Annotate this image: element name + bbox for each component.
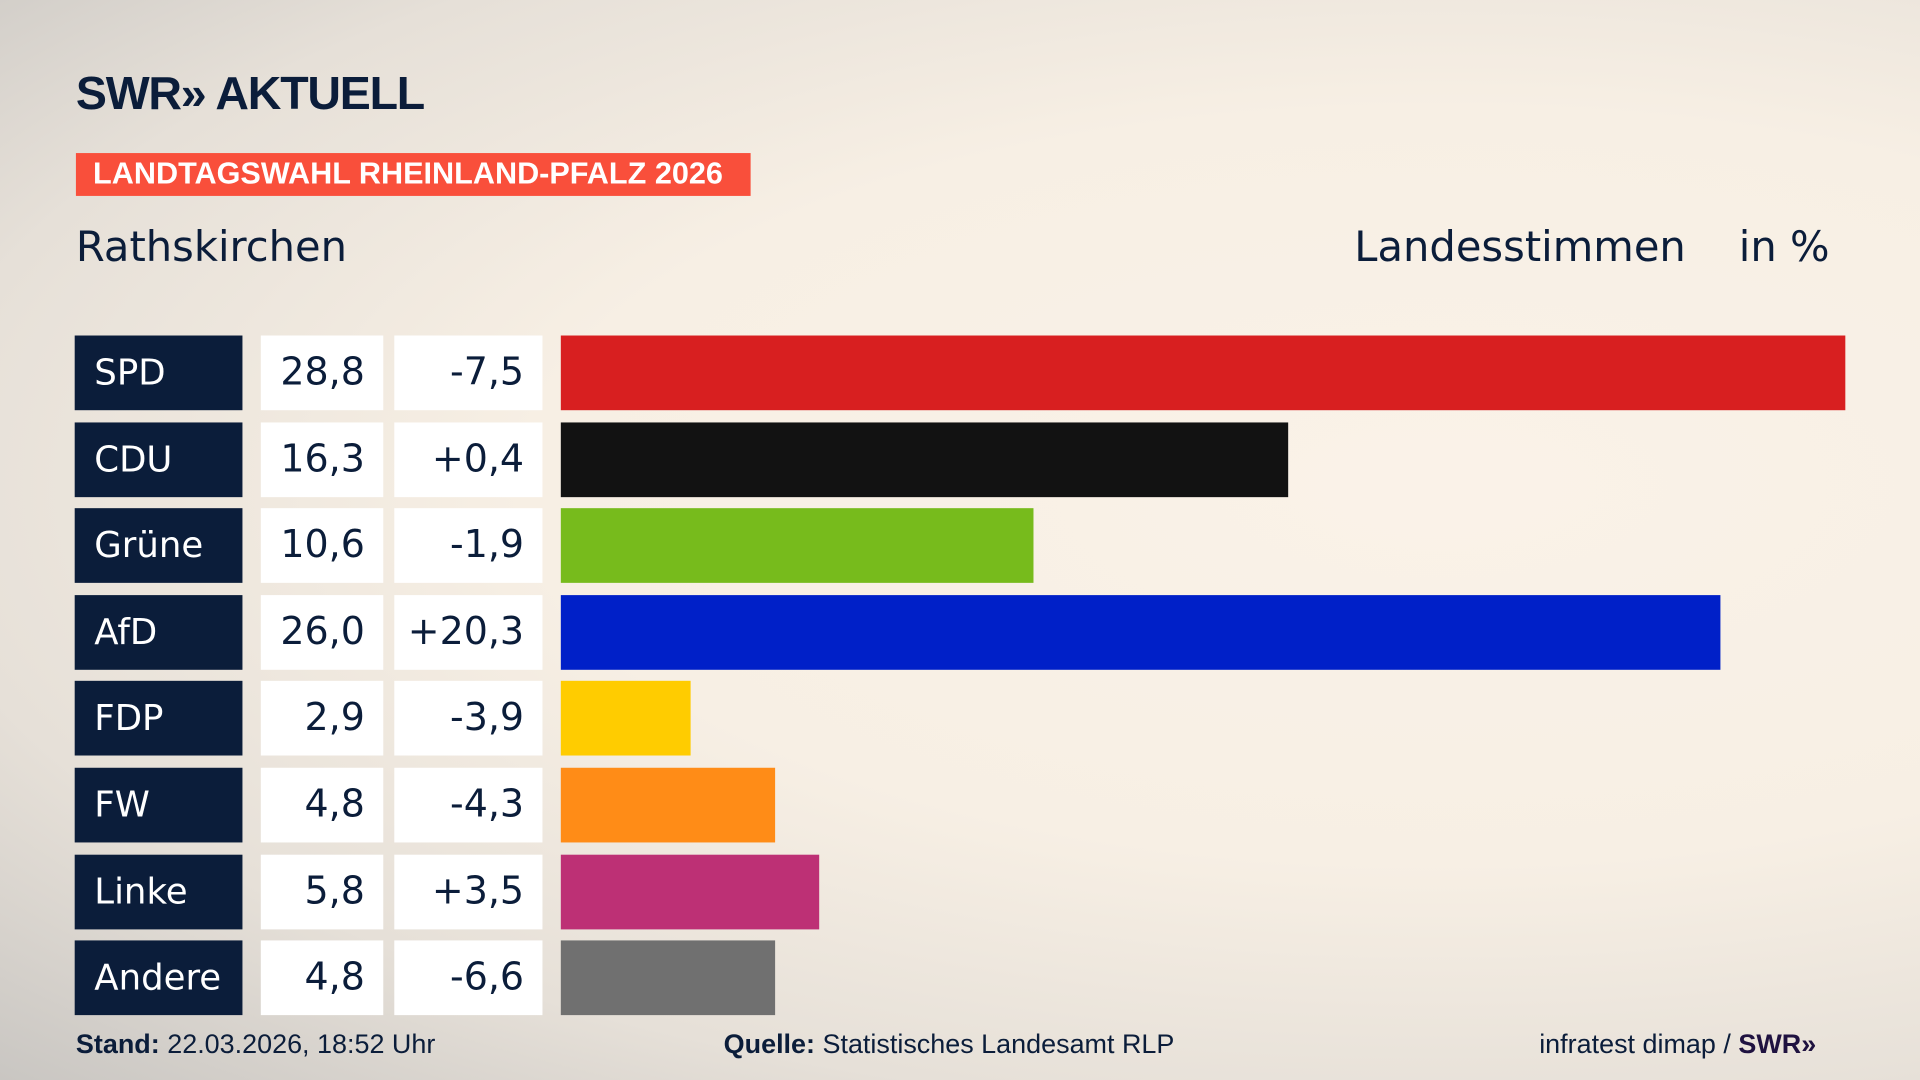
party-label: AfD xyxy=(74,594,243,670)
value-label: 4,8 xyxy=(260,767,384,843)
diff-label: -6,6 xyxy=(394,940,543,1016)
diff-label: -4,3 xyxy=(394,767,543,843)
bar-row: Grüne 10,6 -1,9 xyxy=(0,508,1920,584)
bar-row: Andere 4,8 -6,6 xyxy=(0,940,1920,1016)
quelle: Quelle: Statistisches Landesamt RLP xyxy=(724,1029,1175,1061)
party-label: FW xyxy=(74,767,243,843)
value-label: 26,0 xyxy=(260,594,384,670)
party-label: FDP xyxy=(74,681,243,756)
election-badge: LANDTAGSWAHL RHEINLAND-PFALZ 2026 xyxy=(75,153,751,196)
swr-logo: SWR» xyxy=(1738,1028,1817,1060)
swr-aktuell-logo: SWR» AKTUELL xyxy=(75,68,425,121)
value-label: 5,8 xyxy=(260,854,384,929)
party-label: SPD xyxy=(74,335,243,411)
bar xyxy=(560,940,775,1016)
credit-text: infratest dimap / xyxy=(1539,1028,1739,1060)
diff-label: +3,5 xyxy=(394,854,543,929)
value-label: 16,3 xyxy=(260,421,384,497)
location-title: Rathskirchen xyxy=(75,222,348,272)
bar xyxy=(560,681,691,756)
bar-row: FW 4,8 -4,3 xyxy=(0,767,1920,843)
bar-row: Linke 5,8 +3,5 xyxy=(0,854,1920,929)
stand-value: 22.03.2026, 18:52 Uhr xyxy=(159,1028,436,1060)
party-label: Linke xyxy=(74,854,243,929)
measure-label: Landesstimmen xyxy=(1354,222,1686,272)
diff-label: +0,4 xyxy=(394,421,543,497)
bar xyxy=(560,854,820,929)
value-label: 10,6 xyxy=(260,508,384,584)
bar xyxy=(560,335,1846,411)
bar-row: FDP 2,9 -3,9 xyxy=(0,681,1920,756)
bar xyxy=(560,594,1721,670)
party-label: Andere xyxy=(74,940,243,1016)
party-label: CDU xyxy=(74,421,243,497)
quelle-label: Quelle: xyxy=(723,1028,816,1060)
bar-row: CDU 16,3 +0,4 xyxy=(0,421,1920,497)
diff-label: -1,9 xyxy=(394,508,543,584)
quelle-value: Statistisches Landesamt RLP xyxy=(815,1028,1175,1060)
bar xyxy=(560,767,775,843)
stand: Stand: 22.03.2026, 18:52 Uhr xyxy=(76,1029,435,1061)
bar xyxy=(560,508,1034,584)
bar xyxy=(560,421,1288,497)
stand-label: Stand: xyxy=(75,1028,160,1060)
value-label: 4,8 xyxy=(260,940,384,1016)
bar-row: SPD 28,8 -7,5 xyxy=(0,335,1920,411)
value-label: 28,8 xyxy=(260,335,384,411)
value-label: 2,9 xyxy=(260,681,384,756)
party-label: Grüne xyxy=(74,508,243,584)
diff-label: -3,9 xyxy=(394,681,543,756)
unit-label: in % xyxy=(1738,222,1830,272)
bar-row: AfD 26,0 +20,3 xyxy=(0,594,1920,670)
diff-label: -7,5 xyxy=(394,335,543,411)
credit: infratest dimap / SWR» xyxy=(1539,1029,1816,1061)
diff-label: +20,3 xyxy=(394,594,543,670)
